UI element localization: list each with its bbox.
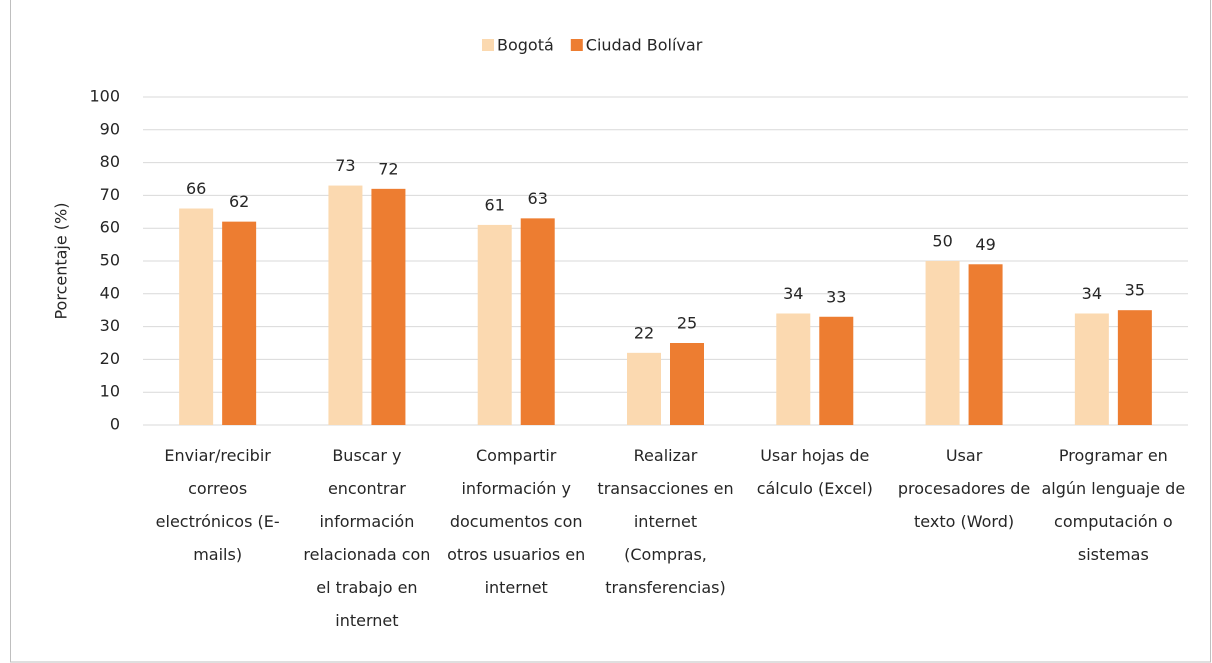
x-tick-label: Programar en algún lenguaje de computaci… (1041, 446, 1186, 564)
bar (968, 264, 1003, 425)
bar (627, 352, 661, 425)
y-tick-label: 60 (100, 218, 120, 237)
bar (1117, 310, 1152, 425)
data-label: 62 (229, 192, 249, 211)
bar (477, 224, 512, 425)
x-tick-label: Realizar transacciones en internet (Comp… (597, 446, 734, 597)
y-tick-label: 70 (100, 185, 120, 204)
legend-swatch (482, 39, 494, 51)
bar (371, 188, 406, 425)
data-label: 72 (378, 159, 398, 178)
y-tick-label: 20 (100, 349, 120, 368)
y-tick-label: 80 (100, 152, 120, 171)
legend-label: Bogotá (497, 36, 554, 55)
y-tick-label: 10 (100, 382, 120, 401)
x-tick-label: Usar hojas de cálculo (Excel) (756, 446, 873, 498)
data-label: 49 (975, 235, 995, 254)
y-tick-label: 40 (100, 283, 120, 302)
data-label: 33 (826, 287, 846, 306)
legend-swatch (570, 39, 583, 51)
data-label: 63 (528, 189, 548, 208)
data-label: 61 (485, 195, 505, 214)
x-tick-label: Compartir información y documentos con o… (447, 446, 586, 597)
bar (925, 261, 960, 425)
data-label: 22 (634, 323, 654, 342)
data-label: 34 (783, 284, 803, 303)
data-label: 73 (335, 156, 355, 175)
y-axis-label: Porcentaje (%) (52, 202, 71, 319)
data-label: 66 (186, 179, 206, 198)
bar (670, 343, 704, 425)
bar (520, 218, 555, 425)
data-label: 25 (677, 314, 697, 333)
data-label: 50 (932, 232, 952, 251)
x-tick-label: Usar procesadores de texto (Word) (897, 446, 1031, 531)
x-tick-label: Buscar y encontrar información relaciona… (303, 446, 431, 630)
bar (776, 313, 811, 425)
legend-label: Ciudad Bolívar (586, 36, 703, 55)
data-label: 34 (1082, 284, 1102, 303)
y-tick-label: 0 (110, 415, 120, 434)
x-tick-label: Enviar/recibir correos electrónicos (E-m… (155, 446, 280, 564)
bar (179, 208, 214, 425)
bar (819, 316, 854, 425)
bar (222, 221, 257, 425)
y-tick-label: 90 (100, 119, 120, 138)
y-tick-label: 50 (100, 251, 120, 270)
bar (328, 185, 363, 425)
y-tick-label: 100 (89, 87, 120, 106)
y-tick-label: 30 (100, 316, 120, 335)
bar (1074, 313, 1109, 425)
data-label: 35 (1125, 281, 1145, 300)
